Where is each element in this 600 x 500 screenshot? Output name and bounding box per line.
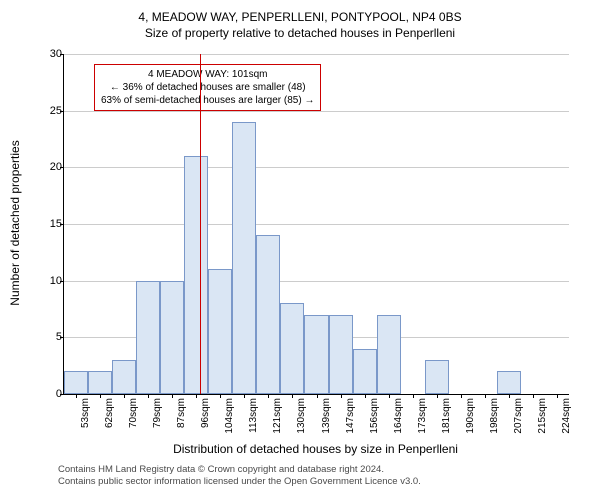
xtick-mark bbox=[292, 394, 293, 398]
xtick-label: 62sqm bbox=[104, 398, 115, 428]
xtick-label: 215sqm bbox=[537, 398, 548, 434]
annotation-line3: 63% of semi-detached houses are larger (… bbox=[101, 94, 314, 107]
histogram-bar bbox=[497, 371, 521, 394]
ytick-label: 20 bbox=[50, 161, 62, 173]
histogram-bar bbox=[280, 303, 304, 394]
xtick-mark bbox=[124, 394, 125, 398]
histogram-bar bbox=[377, 315, 401, 394]
xtick-mark bbox=[76, 394, 77, 398]
annotation-line1: 4 MEADOW WAY: 101sqm bbox=[101, 68, 314, 81]
footer-attribution: Contains HM Land Registry data © Crown c… bbox=[58, 464, 421, 489]
xtick-mark bbox=[341, 394, 342, 398]
gridline bbox=[64, 54, 569, 55]
xtick-mark bbox=[317, 394, 318, 398]
gridline bbox=[64, 167, 569, 168]
xtick-label: 113sqm bbox=[248, 398, 259, 433]
x-axis-label: Distribution of detached houses by size … bbox=[63, 442, 568, 456]
xtick-label: 156sqm bbox=[369, 398, 380, 434]
xtick-label: 104sqm bbox=[224, 398, 235, 434]
xtick-label: 121sqm bbox=[272, 398, 283, 434]
xtick-label: 164sqm bbox=[393, 398, 404, 434]
reference-line bbox=[200, 54, 201, 394]
xtick-label: 207sqm bbox=[513, 398, 524, 434]
chart-container: 4, MEADOW WAY, PENPERLLENI, PONTYPOOL, N… bbox=[8, 8, 592, 492]
histogram-bar bbox=[160, 281, 184, 394]
footer-line1: Contains HM Land Registry data © Crown c… bbox=[58, 464, 421, 476]
histogram-bar bbox=[88, 371, 112, 394]
histogram-bar bbox=[232, 122, 256, 394]
annotation-line2: ← 36% of detached houses are smaller (48… bbox=[101, 81, 314, 94]
xtick-mark bbox=[461, 394, 462, 398]
histogram-bar bbox=[353, 349, 377, 394]
xtick-label: 198sqm bbox=[489, 398, 500, 434]
histogram-bar bbox=[208, 269, 232, 394]
xtick-mark bbox=[485, 394, 486, 398]
ytick-label: 15 bbox=[50, 218, 62, 230]
xtick-mark bbox=[389, 394, 390, 398]
gridline bbox=[64, 111, 569, 112]
xtick-label: 181sqm bbox=[441, 398, 452, 434]
xtick-mark bbox=[268, 394, 269, 398]
footer-line2: Contains public sector information licen… bbox=[58, 476, 421, 488]
ytick-label: 5 bbox=[56, 331, 62, 343]
histogram-bar bbox=[64, 371, 88, 394]
annotation-box: 4 MEADOW WAY: 101sqm ← 36% of detached h… bbox=[94, 64, 321, 111]
xtick-mark bbox=[413, 394, 414, 398]
histogram-bar bbox=[304, 315, 328, 394]
gridline bbox=[64, 224, 569, 225]
chart-title-line2: Size of property relative to detached ho… bbox=[8, 26, 592, 40]
xtick-mark bbox=[196, 394, 197, 398]
histogram-bar bbox=[256, 235, 280, 394]
xtick-label: 147sqm bbox=[345, 398, 356, 434]
ytick-label: 30 bbox=[50, 48, 62, 60]
xtick-mark bbox=[244, 394, 245, 398]
histogram-bar bbox=[184, 156, 208, 394]
xtick-label: 70sqm bbox=[128, 398, 139, 428]
plot-area: 4 MEADOW WAY: 101sqm ← 36% of detached h… bbox=[63, 54, 569, 395]
xtick-label: 190sqm bbox=[465, 398, 476, 434]
xtick-mark bbox=[148, 394, 149, 398]
chart-title-line1: 4, MEADOW WAY, PENPERLLENI, PONTYPOOL, N… bbox=[8, 10, 592, 24]
xtick-label: 173sqm bbox=[417, 398, 428, 434]
xtick-mark bbox=[365, 394, 366, 398]
xtick-mark bbox=[220, 394, 221, 398]
ytick-label: 0 bbox=[56, 388, 62, 400]
xtick-label: 79sqm bbox=[152, 398, 163, 428]
histogram-bar bbox=[425, 360, 449, 394]
xtick-mark bbox=[509, 394, 510, 398]
histogram-bar bbox=[112, 360, 136, 394]
xtick-mark bbox=[172, 394, 173, 398]
xtick-label: 53sqm bbox=[80, 398, 91, 428]
xtick-label: 87sqm bbox=[176, 398, 187, 428]
xtick-mark bbox=[557, 394, 558, 398]
xtick-label: 139sqm bbox=[321, 398, 332, 434]
xtick-label: 96sqm bbox=[200, 398, 211, 428]
y-axis-label: Number of detached properties bbox=[8, 123, 22, 323]
xtick-label: 130sqm bbox=[296, 398, 307, 434]
xtick-mark bbox=[100, 394, 101, 398]
ytick-label: 10 bbox=[50, 275, 62, 287]
histogram-bar bbox=[329, 315, 353, 394]
xtick-mark bbox=[437, 394, 438, 398]
ytick-label: 25 bbox=[50, 105, 62, 117]
xtick-label: 224sqm bbox=[561, 398, 572, 434]
histogram-bar bbox=[136, 281, 160, 394]
xtick-mark bbox=[533, 394, 534, 398]
